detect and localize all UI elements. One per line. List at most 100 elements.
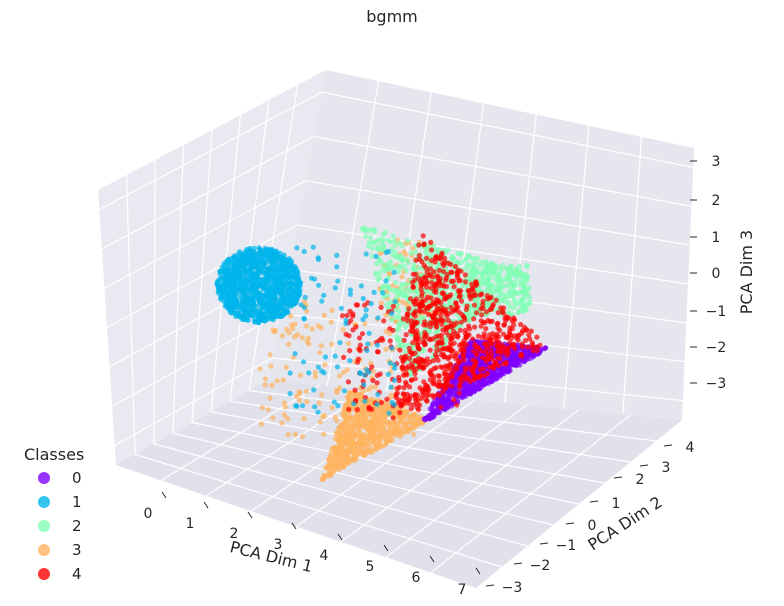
data-point	[254, 271, 260, 277]
data-point	[325, 462, 332, 468]
data-point	[388, 384, 394, 390]
data-point	[485, 303, 491, 309]
data-point	[347, 348, 353, 354]
data-point	[502, 315, 508, 321]
data-point	[289, 262, 295, 268]
data-point	[370, 434, 376, 440]
data-point	[471, 302, 478, 308]
data-point	[430, 313, 436, 319]
data-point	[293, 403, 299, 409]
data-point	[405, 396, 411, 403]
data-point	[279, 420, 285, 426]
data-point	[369, 406, 375, 412]
data-point	[462, 317, 468, 323]
data-point	[483, 326, 489, 332]
data-point	[433, 323, 439, 329]
data-point	[467, 365, 473, 371]
x-tick-label: 0	[144, 506, 153, 522]
data-point	[369, 364, 375, 370]
data-point	[231, 309, 237, 315]
data-point	[289, 326, 296, 332]
data-point	[363, 233, 369, 239]
data-point	[309, 326, 315, 332]
data-point	[241, 267, 247, 274]
data-point	[393, 314, 399, 321]
data-point	[254, 308, 260, 314]
data-point	[485, 342, 491, 348]
data-point	[372, 240, 378, 246]
data-point	[248, 297, 254, 303]
data-point	[322, 354, 329, 360]
data-point	[457, 376, 463, 382]
data-point	[407, 384, 413, 390]
y-tick-mark	[663, 444, 673, 447]
grid-line	[321, 91, 694, 169]
data-point	[368, 411, 374, 417]
data-point	[510, 354, 516, 360]
data-point	[391, 269, 397, 275]
data-point	[495, 310, 501, 316]
data-point	[329, 341, 335, 347]
data-point	[427, 266, 433, 272]
data-point	[421, 322, 427, 328]
data-point	[244, 246, 250, 253]
grid-line	[191, 129, 213, 423]
data-point	[422, 415, 428, 422]
data-point	[403, 267, 409, 274]
data-point	[456, 359, 463, 365]
data-point	[278, 281, 285, 288]
data-point	[364, 347, 370, 354]
data-point	[504, 282, 510, 288]
data-point	[437, 317, 443, 323]
data-point	[256, 320, 262, 326]
x-tick-label: 4	[320, 548, 329, 564]
data-point	[319, 298, 325, 304]
data-point	[490, 301, 496, 308]
data-point	[519, 341, 525, 347]
data-point	[520, 328, 526, 334]
data-point	[394, 264, 400, 270]
data-point	[347, 358, 353, 364]
data-point	[412, 392, 418, 398]
data-point	[424, 255, 430, 261]
data-point	[435, 357, 441, 363]
data-point	[355, 447, 361, 453]
data-point	[266, 255, 272, 261]
data-point	[475, 333, 481, 339]
data-point	[528, 352, 534, 358]
data-point	[413, 289, 419, 295]
data-point	[262, 292, 268, 298]
data-point	[400, 299, 406, 305]
data-point	[223, 299, 229, 305]
data-point	[318, 325, 324, 331]
data-point	[488, 286, 494, 292]
data-point	[312, 369, 318, 375]
data-point	[401, 411, 407, 417]
data-point	[534, 348, 540, 354]
back-pane	[268, 70, 694, 420]
data-point	[494, 321, 500, 327]
y-tick-mark	[639, 464, 649, 467]
data-point	[346, 406, 352, 412]
data-point	[470, 275, 476, 281]
data-point	[483, 309, 489, 315]
data-point	[444, 313, 450, 319]
grid-line	[340, 404, 528, 543]
data-point	[387, 259, 394, 265]
data-point	[236, 307, 242, 313]
data-point	[383, 441, 389, 447]
legend-marker	[38, 544, 50, 556]
grid-line	[153, 159, 156, 444]
data-point	[257, 300, 263, 306]
x-tick-mark	[337, 533, 343, 541]
data-point	[368, 300, 374, 307]
data-point	[357, 370, 363, 376]
data-point	[440, 282, 446, 288]
data-point	[507, 339, 513, 345]
data-point	[482, 268, 488, 274]
data-point	[444, 325, 450, 332]
data-point	[254, 287, 260, 293]
data-point	[416, 346, 422, 352]
data-point	[285, 432, 291, 438]
